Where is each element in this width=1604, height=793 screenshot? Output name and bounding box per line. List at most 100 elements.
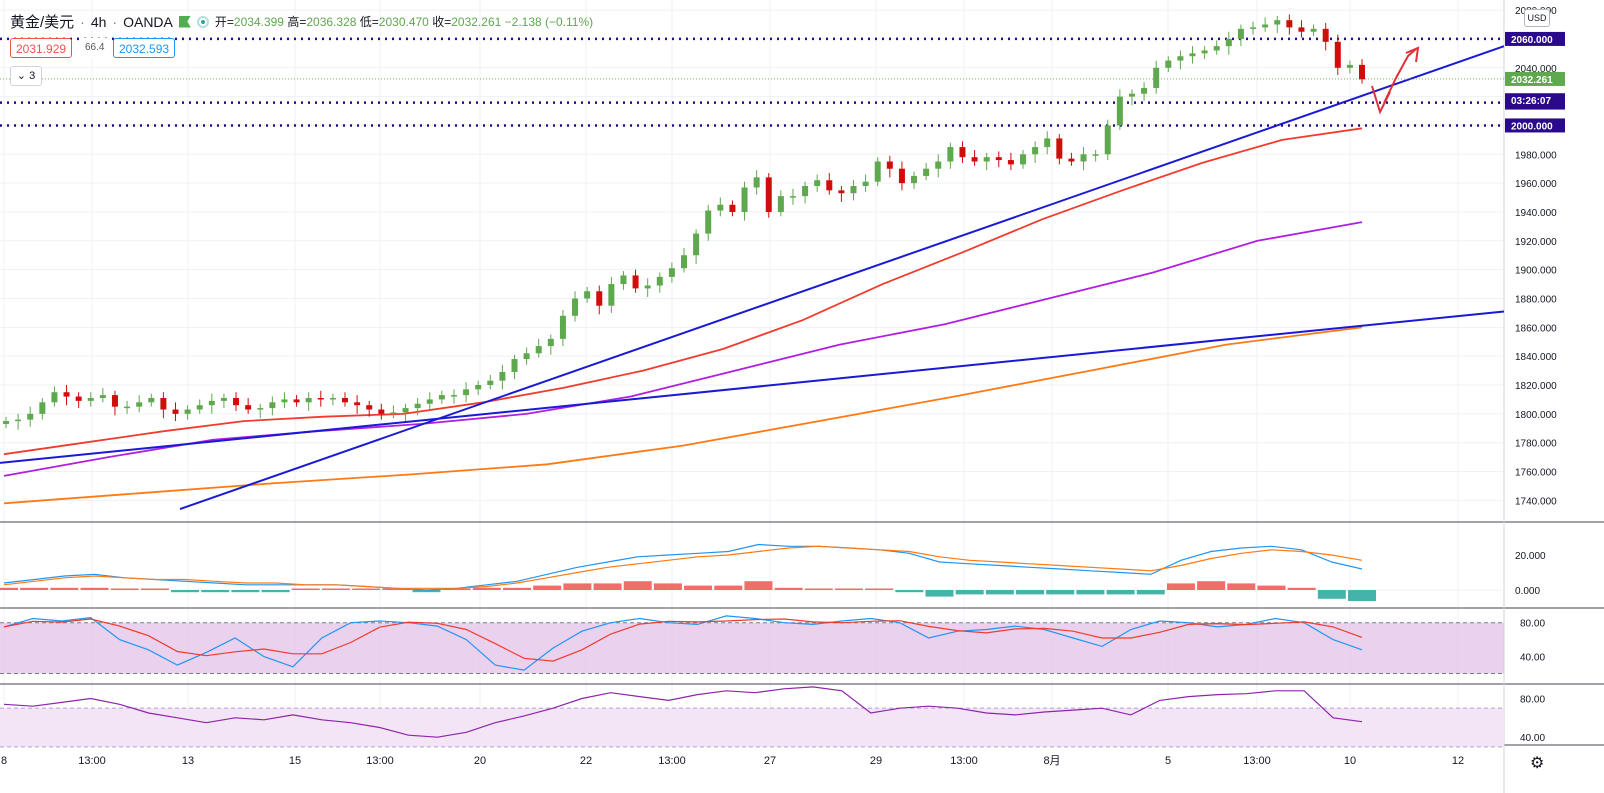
x-tick-label: 12 bbox=[1452, 755, 1464, 767]
candle-body bbox=[426, 399, 433, 404]
y-tick-label: 1740.000 bbox=[1515, 496, 1557, 507]
stoch-band bbox=[0, 622, 1504, 674]
candle-body bbox=[1020, 154, 1026, 165]
rsi-band bbox=[0, 708, 1504, 747]
macd-histogram-bar bbox=[291, 588, 320, 590]
macd-histogram-bar bbox=[0, 587, 18, 590]
macd-histogram-bar bbox=[20, 587, 49, 590]
y-tick-label: 1880.000 bbox=[1515, 294, 1557, 305]
candle-body bbox=[898, 168, 905, 184]
candle-body bbox=[1153, 67, 1160, 88]
flag-icon[interactable] bbox=[178, 15, 191, 28]
candle-body bbox=[523, 353, 530, 360]
macd-histogram-bar bbox=[955, 590, 984, 595]
indicators-toggle[interactable]: ⌄ 3 bbox=[10, 66, 42, 86]
candle-body bbox=[511, 359, 518, 373]
macd-histogram-bar bbox=[985, 590, 1014, 595]
candle-body bbox=[438, 395, 445, 400]
level-price-label: 2000.000 bbox=[1511, 121, 1553, 132]
sell-button[interactable]: 2031.929 bbox=[10, 38, 73, 58]
macd-histogram-bar bbox=[653, 583, 682, 590]
trend-line-shallow bbox=[0, 310, 1505, 464]
currency-button[interactable]: USD bbox=[1524, 9, 1550, 27]
macd-histogram-bar bbox=[593, 583, 622, 590]
x-tick-label: 10 bbox=[1344, 755, 1356, 767]
gear-icon[interactable]: ⚙ bbox=[1530, 755, 1545, 772]
candle-body bbox=[487, 380, 494, 386]
ohlc-values: 开=2034.399 高=2036.328 低=2030.470 收=2032.… bbox=[214, 15, 594, 29]
candle-body bbox=[693, 233, 700, 256]
macd-histogram-bar bbox=[684, 585, 713, 590]
candle-body bbox=[148, 397, 155, 403]
candle-body bbox=[995, 157, 1002, 161]
candle-body bbox=[257, 408, 264, 410]
candle-body bbox=[705, 210, 712, 234]
candle-body bbox=[838, 190, 845, 194]
level-price-label-bg bbox=[1505, 118, 1565, 133]
candle-body bbox=[475, 385, 482, 390]
last-price-label: 2032.261 bbox=[1511, 75, 1553, 86]
macd-histogram-bar bbox=[140, 588, 169, 590]
close-value: 2032.261 bbox=[451, 15, 502, 29]
moving-average-line bbox=[3, 221, 1363, 477]
candle-body bbox=[753, 177, 760, 188]
candle-body bbox=[1141, 87, 1148, 94]
symbol-name[interactable]: 黄金/美元 bbox=[10, 14, 75, 31]
candle-body bbox=[1201, 50, 1208, 54]
countdown-label: 03:26:07 bbox=[1511, 96, 1551, 107]
candle-body bbox=[814, 180, 821, 187]
macd-histogram-bar bbox=[1227, 583, 1256, 590]
candle-body bbox=[220, 397, 227, 401]
macd-histogram-bar bbox=[321, 588, 350, 590]
candle-body bbox=[1189, 53, 1196, 57]
y-tick-label: 1860.000 bbox=[1515, 323, 1557, 334]
y-tick-label: 1920.000 bbox=[1515, 237, 1557, 248]
x-tick-label: 13 bbox=[182, 755, 194, 767]
candle-body bbox=[281, 399, 288, 403]
candle-body bbox=[136, 402, 143, 407]
candle-body bbox=[547, 338, 554, 347]
candle-body bbox=[1092, 154, 1099, 156]
macd-histogram-bar bbox=[714, 585, 743, 590]
candle-body bbox=[499, 372, 506, 381]
macd-histogram-bar bbox=[261, 590, 290, 593]
change-value: −2.138 (−0.11%) bbox=[504, 15, 594, 29]
buy-button[interactable]: 2032.593 bbox=[113, 38, 176, 58]
candle-body bbox=[269, 402, 276, 409]
x-tick-label: 13:00 bbox=[366, 755, 394, 767]
macd-histogram-bar bbox=[1166, 583, 1195, 590]
candle-body bbox=[632, 275, 639, 289]
candle-body bbox=[184, 409, 191, 414]
interval-label[interactable]: 4h bbox=[90, 13, 107, 30]
candle-body bbox=[681, 255, 687, 269]
candle-body bbox=[245, 405, 252, 410]
candle-body bbox=[27, 413, 34, 420]
candle-body bbox=[329, 397, 336, 400]
x-tick-label: 29 bbox=[870, 755, 882, 767]
candle-body bbox=[584, 291, 591, 299]
x-tick-label: 15 bbox=[289, 755, 301, 767]
candle-body bbox=[572, 298, 579, 316]
candle-body bbox=[172, 409, 179, 414]
candle-body bbox=[366, 405, 373, 410]
candle-body bbox=[777, 196, 784, 212]
market-status-icon[interactable] bbox=[196, 15, 209, 28]
rsi-tick-label: 80.00 bbox=[1520, 695, 1545, 706]
candle-body bbox=[1044, 138, 1051, 148]
macd-fast-line bbox=[3, 543, 1363, 591]
candle-body bbox=[1359, 64, 1365, 80]
macd-histogram-bar bbox=[1106, 590, 1135, 595]
candle-body bbox=[1298, 27, 1305, 32]
macd-histogram-bar bbox=[1197, 581, 1226, 590]
candle-body bbox=[196, 405, 203, 410]
macd-histogram-bar bbox=[110, 588, 139, 590]
candle-body bbox=[644, 285, 651, 289]
candle-body bbox=[911, 175, 918, 184]
macd-histogram-bar bbox=[382, 588, 411, 590]
candle-body bbox=[947, 147, 954, 162]
candle-body bbox=[51, 392, 58, 403]
rsi-tick-label: 40.00 bbox=[1520, 733, 1545, 744]
macd-histogram-bar bbox=[1317, 590, 1346, 599]
macd-histogram-bar bbox=[231, 590, 260, 593]
